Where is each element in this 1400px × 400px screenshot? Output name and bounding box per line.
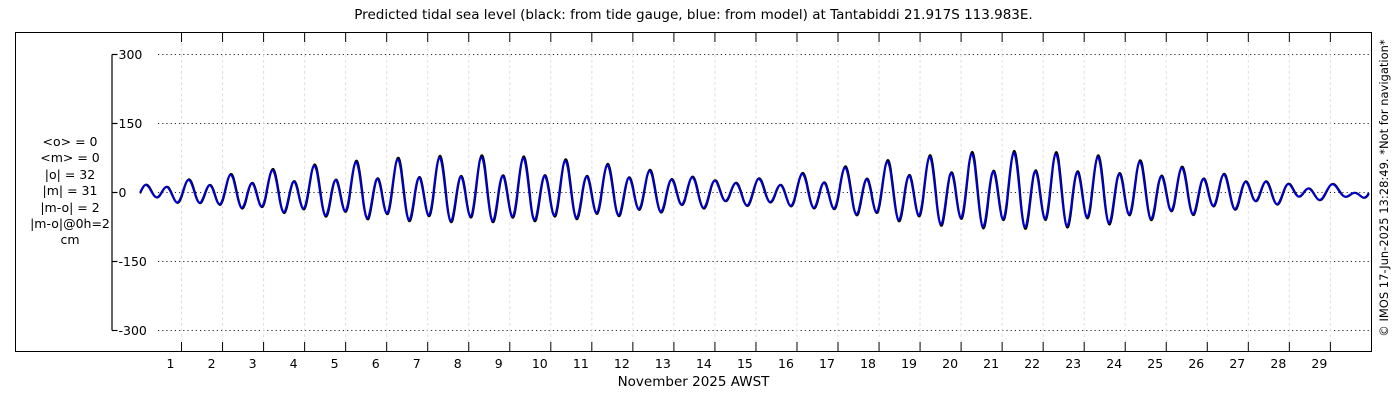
x-tick-label: 9 — [494, 356, 503, 371]
stat-line: <o> = 0 — [42, 134, 98, 149]
stat-line: |m-o| = 2 — [40, 199, 100, 215]
x-tick-label: 29 — [1311, 356, 1328, 371]
stat-line: <m> = 0 — [40, 150, 100, 166]
x-tick-label: 13 — [654, 356, 671, 371]
y-tick-label: -300 — [118, 322, 147, 338]
x-tick-label: 6 — [371, 356, 380, 371]
x-tick-label: 27 — [1229, 356, 1246, 371]
y-tick-label: 150 — [118, 115, 143, 131]
x-tick-label: 19 — [901, 356, 918, 371]
y-tick-label: 0 — [118, 184, 127, 200]
chart-title: Predicted tidal sea level (black: from t… — [354, 7, 1033, 23]
x-tick-label: 23 — [1065, 356, 1082, 371]
x-tick-label: 10 — [531, 356, 548, 371]
x-tick-label: 12 — [613, 356, 630, 371]
x-tick-label: 18 — [860, 356, 876, 371]
imos-watermark: © IMOS 17-Jun-2025 13:28:49. *Not for na… — [1377, 39, 1391, 337]
x-tick-label: 7 — [412, 356, 421, 371]
stat-line: |o| = 32 — [44, 166, 96, 182]
x-tick-label: 22 — [1024, 356, 1041, 371]
x-tick-label: 2 — [207, 356, 216, 371]
x-tick-label: 4 — [289, 356, 298, 371]
stat-line: |m| = 31 — [42, 183, 98, 199]
model-series-line — [139, 152, 1370, 228]
stats-block: <o> = 0 <m> = 0 |o| = 32 |m| = 31 |m-o| = 2 |… — [8, 134, 132, 249]
x-tick-label: 25 — [1147, 356, 1164, 371]
x-tick-label: 5 — [330, 356, 339, 371]
x-tick-label: 26 — [1188, 356, 1205, 371]
x-tick-label: 28 — [1270, 356, 1287, 371]
x-tick-label: 20 — [942, 356, 959, 371]
x-tick-label: 16 — [778, 356, 794, 371]
x-axis-label: November 2025 AWST — [617, 374, 770, 390]
y-tick-label: -150 — [118, 253, 147, 269]
x-tick-label: 1 — [166, 356, 175, 371]
x-tick-label: 21 — [983, 356, 1000, 371]
plot-frame — [15, 32, 1372, 352]
x-tick-label: 24 — [1106, 356, 1123, 371]
x-tick-label: 11 — [572, 356, 589, 371]
x-tick-label: 3 — [248, 356, 257, 371]
y-tick-label: 300 — [118, 46, 143, 62]
x-tick-label: 14 — [695, 356, 712, 371]
x-tick-label: 15 — [736, 356, 753, 371]
stat-line: |m-o|@0h=2 — [30, 216, 110, 232]
stat-line: cm — [60, 232, 80, 248]
x-tick-label: 17 — [819, 356, 835, 371]
x-tick-label: 8 — [453, 356, 462, 371]
